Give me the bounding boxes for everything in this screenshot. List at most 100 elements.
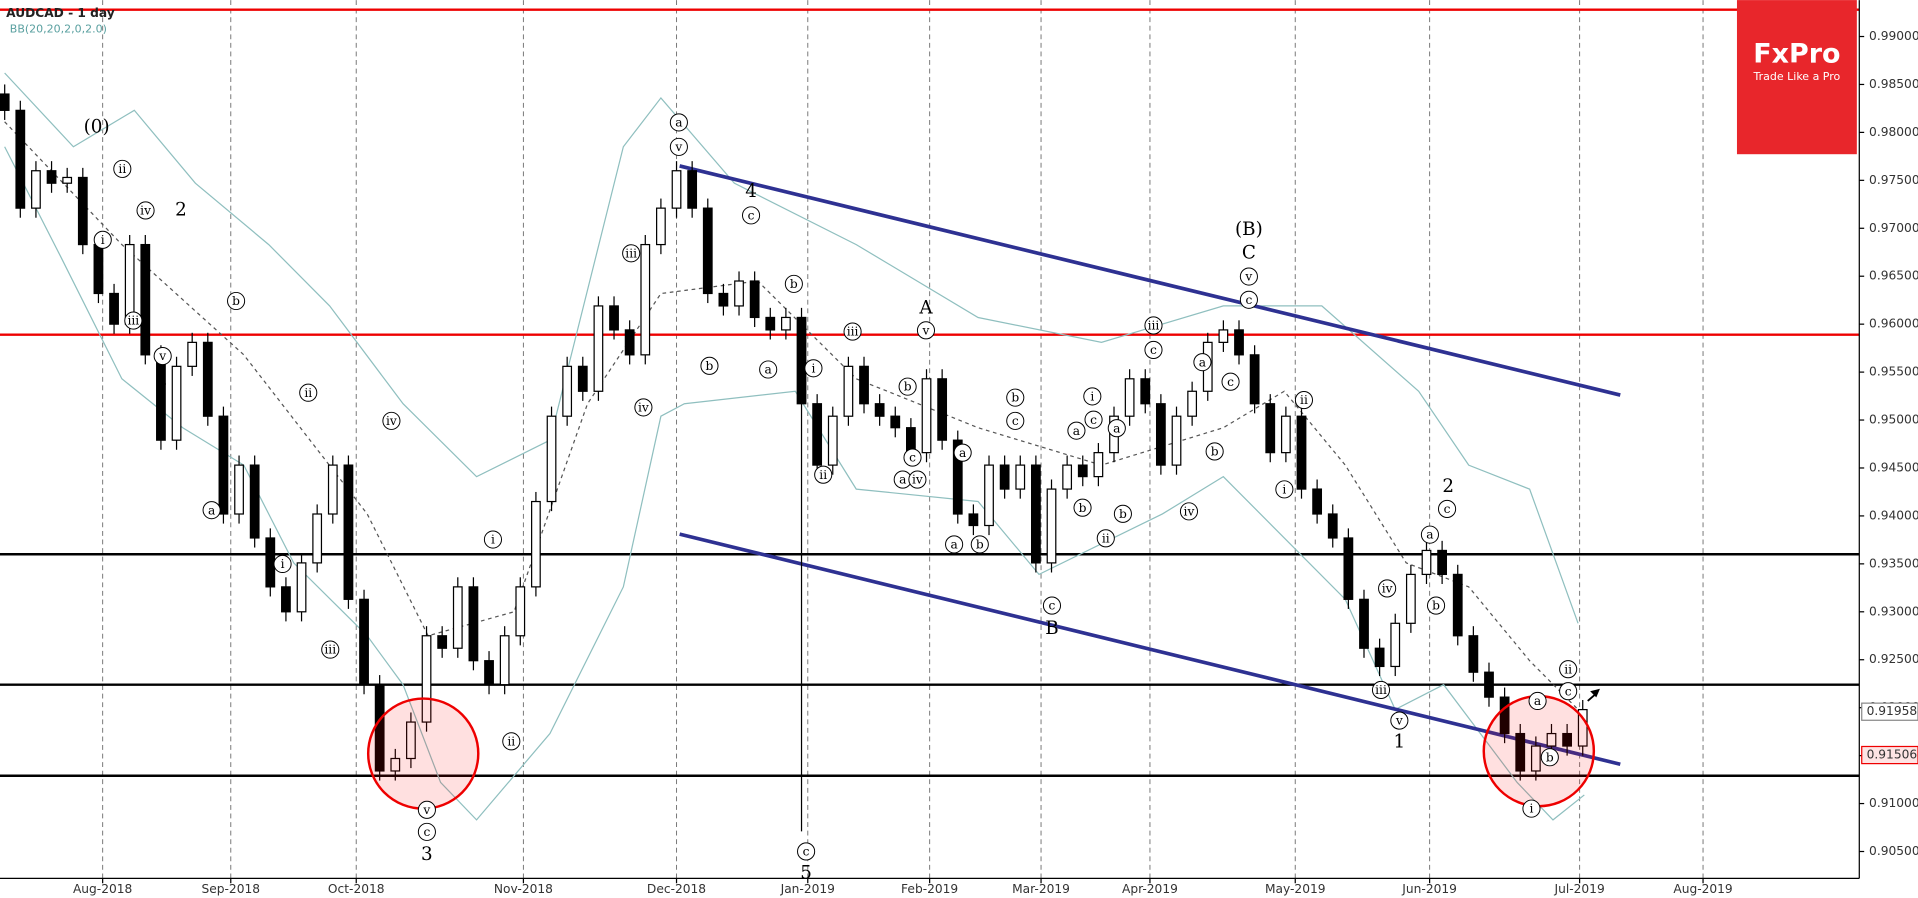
candle-body [296, 562, 307, 613]
candle-body [1077, 464, 1088, 478]
wave-label: b [1011, 391, 1019, 405]
wave-label-circle [1067, 421, 1086, 440]
candle-body [312, 513, 323, 564]
wave-label-circle [700, 356, 719, 375]
wave-label-circle [1378, 579, 1397, 598]
wave-label: c [748, 208, 755, 222]
x-tick-label: Jul-2019 [1553, 882, 1604, 896]
wave-label-circle [153, 346, 172, 366]
wave-label: iii [324, 643, 336, 657]
candle-body [1171, 415, 1182, 466]
wave-label-circle [1179, 502, 1199, 521]
wave-label: i [491, 533, 495, 547]
wave-label-circle [953, 443, 972, 462]
wave-label-circle [1083, 387, 1102, 406]
candle-body [812, 403, 823, 466]
channel-line [679, 164, 1621, 397]
candle-body [890, 415, 901, 429]
wave-label: b [1211, 445, 1219, 459]
wave-label: iv [912, 473, 923, 487]
candle-body [827, 415, 838, 466]
y-tick-label: 0.96500 [1869, 269, 1918, 283]
band-line [4, 72, 1579, 624]
candle-body [421, 635, 432, 723]
wave-label-circle [903, 448, 922, 467]
wave-label-circle [1144, 316, 1163, 335]
price-label-box [1861, 745, 1918, 765]
wave-label: a [1534, 694, 1541, 708]
wave-label: a [950, 538, 957, 552]
wave-label: 5 [800, 862, 812, 883]
candle-body [718, 292, 729, 307]
candle-body [562, 365, 573, 417]
wave-label-circle [804, 359, 823, 378]
wave-label-circle [483, 530, 503, 549]
wave-label-circle [1193, 353, 1212, 372]
wave-label-circle [136, 201, 155, 220]
wave-label-circle [1438, 499, 1457, 518]
candle-body [984, 464, 994, 527]
wave-label: i [1090, 390, 1094, 404]
candle-body [202, 341, 213, 417]
wave-label: iv [140, 204, 151, 218]
wave-label: b [1546, 750, 1554, 764]
wave-label-circle [1559, 682, 1578, 701]
wave-label-circle [916, 321, 936, 340]
candle-body [452, 586, 463, 649]
wave-label: i [811, 361, 815, 375]
wave-label-circle [759, 360, 778, 379]
wave-label-circle [622, 244, 641, 263]
x-tick-label: Aug-2019 [1673, 882, 1732, 896]
candle-body [1390, 622, 1401, 668]
candle-body [1374, 647, 1385, 668]
wave-label: (0) [84, 116, 110, 137]
wave-label: a [959, 446, 966, 460]
wave-label: iii [625, 246, 637, 260]
candle-body [437, 635, 448, 649]
candle-body [77, 176, 88, 246]
candle-body [749, 280, 760, 319]
price-label-box [1861, 702, 1918, 721]
candle-body [781, 316, 791, 331]
wave-label: c [1049, 599, 1056, 613]
candle-body [1280, 415, 1291, 454]
x-tick-label: Jun-2019 [1401, 882, 1457, 896]
candle-body [1499, 696, 1510, 735]
wave-label: v [1395, 714, 1403, 728]
price-label: 0.91958 [1867, 704, 1918, 718]
candle-body [1030, 464, 1041, 564]
wave-label-circle [1107, 419, 1126, 438]
price-label: 0.91506 [1867, 748, 1918, 762]
wave-label-circle [1427, 596, 1446, 615]
wave-label: b [1119, 507, 1127, 521]
wave-label: b [790, 277, 798, 291]
candle-body [1124, 378, 1135, 417]
wave-label: 4 [745, 181, 757, 202]
wave-label-circle [898, 377, 917, 396]
wave-label-circle [1371, 680, 1391, 700]
candle-body [109, 292, 119, 325]
wave-label-circle [321, 640, 340, 659]
wave-label: a [1426, 528, 1433, 542]
indicator-label: BB(20,20,2,0,2.0) [10, 22, 107, 35]
x-tick-label: Feb-2019 [901, 882, 958, 896]
wave-label-circle [843, 322, 862, 341]
wave-label: C [1242, 242, 1256, 263]
y-tick-label: 0.92500 [1869, 652, 1918, 666]
y-tick-label: 0.94000 [1869, 508, 1918, 522]
candle-body [1546, 732, 1557, 747]
wave-label: c [1565, 684, 1572, 698]
wave-label-circle [669, 137, 688, 156]
candle-body [1062, 464, 1073, 490]
logo-box [1736, 0, 1857, 155]
wave-label-circle [1205, 442, 1224, 461]
candle-body [0, 93, 10, 111]
y-tick-label: 0.90500 [1869, 844, 1918, 858]
wave-label: v [422, 803, 430, 817]
candle-body [1234, 329, 1244, 356]
candle-body [1140, 378, 1151, 405]
candle-body [1452, 573, 1463, 637]
wave-label: a [208, 503, 215, 517]
x-tick-label: Nov-2018 [494, 882, 553, 896]
